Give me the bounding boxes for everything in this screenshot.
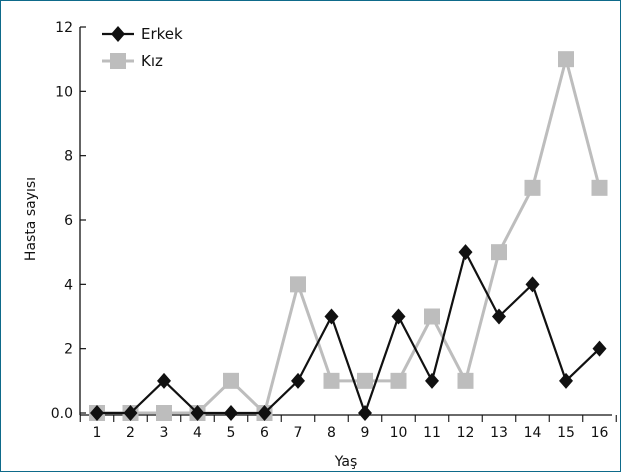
data-point — [224, 405, 238, 421]
data-point — [157, 372, 171, 389]
y-tick-label: 6 — [64, 213, 73, 229]
y-tick-label: 0.0 — [51, 406, 73, 422]
data-point — [223, 372, 239, 389]
data-point — [425, 372, 439, 389]
x-tick-label: 15 — [557, 425, 575, 441]
data-point — [390, 372, 407, 389]
data-point — [591, 179, 608, 196]
x-tick-label: 9 — [361, 425, 370, 441]
data-point — [559, 372, 573, 389]
x-tick-label: 12 — [457, 425, 475, 441]
x-tick-label: 4 — [193, 425, 202, 441]
data-point — [290, 276, 306, 293]
data-point — [424, 308, 440, 325]
x-tick-label: 6 — [260, 425, 269, 441]
x-tick-label: 8 — [327, 425, 336, 441]
y-ticks: 0.0 2 4 6 8 10 12 — [51, 20, 86, 422]
series-line — [97, 249, 601, 417]
x-axis-title: Yaş — [334, 454, 358, 470]
x-tick-label: 3 — [160, 425, 169, 441]
data-point — [592, 340, 607, 357]
x-tick-label: 5 — [227, 425, 236, 441]
legend-label: Kız — [141, 52, 163, 70]
x-tick-label: 13 — [490, 425, 508, 441]
x-tick-label: 1 — [93, 425, 102, 441]
data-point — [524, 179, 541, 196]
y-tick-label: 4 — [64, 277, 73, 293]
data-point — [156, 405, 172, 421]
data-point — [391, 308, 406, 325]
legend-item: Kız — [102, 52, 163, 70]
series-erkek — [90, 244, 607, 421]
x-tick-label: 10 — [390, 425, 408, 441]
y-axis-title: Hasta sayısı — [23, 177, 39, 261]
y-tick-label: 8 — [64, 149, 73, 165]
x-ticks: 1 2 3 4 5 6 7 8 9 10 11 12 13 14 15 16 — [79, 415, 617, 441]
data-point — [190, 405, 205, 421]
x-tick-label: 16 — [591, 425, 609, 441]
series-line — [97, 53, 601, 416]
x-tick-label: 11 — [423, 425, 441, 441]
x-tick-label: 2 — [126, 425, 135, 441]
data-point — [90, 405, 104, 421]
series-layer — [89, 51, 608, 421]
x-tick-label: 7 — [294, 425, 303, 441]
legend: Erkek Kız — [102, 25, 183, 70]
series-kiz — [89, 51, 608, 421]
data-point — [558, 51, 574, 68]
y-tick-label: 12 — [55, 20, 73, 36]
data-point — [525, 276, 540, 293]
data-point — [458, 244, 473, 261]
data-point — [357, 372, 373, 389]
data-point — [323, 372, 340, 389]
data-point — [257, 405, 272, 421]
data-point — [457, 372, 474, 389]
legend-marker — [111, 26, 125, 42]
y-tick-label: 2 — [64, 342, 73, 358]
legend-marker — [110, 53, 126, 69]
y-tick-label: 10 — [55, 84, 73, 100]
data-point — [358, 405, 372, 421]
x-tick-label: 14 — [524, 425, 542, 441]
data-point — [123, 405, 138, 421]
data-point — [491, 244, 507, 261]
data-point — [324, 308, 339, 325]
legend-item: Erkek — [102, 25, 183, 43]
legend-label: Erkek — [141, 25, 183, 43]
data-point — [291, 372, 305, 389]
data-point — [492, 308, 506, 325]
